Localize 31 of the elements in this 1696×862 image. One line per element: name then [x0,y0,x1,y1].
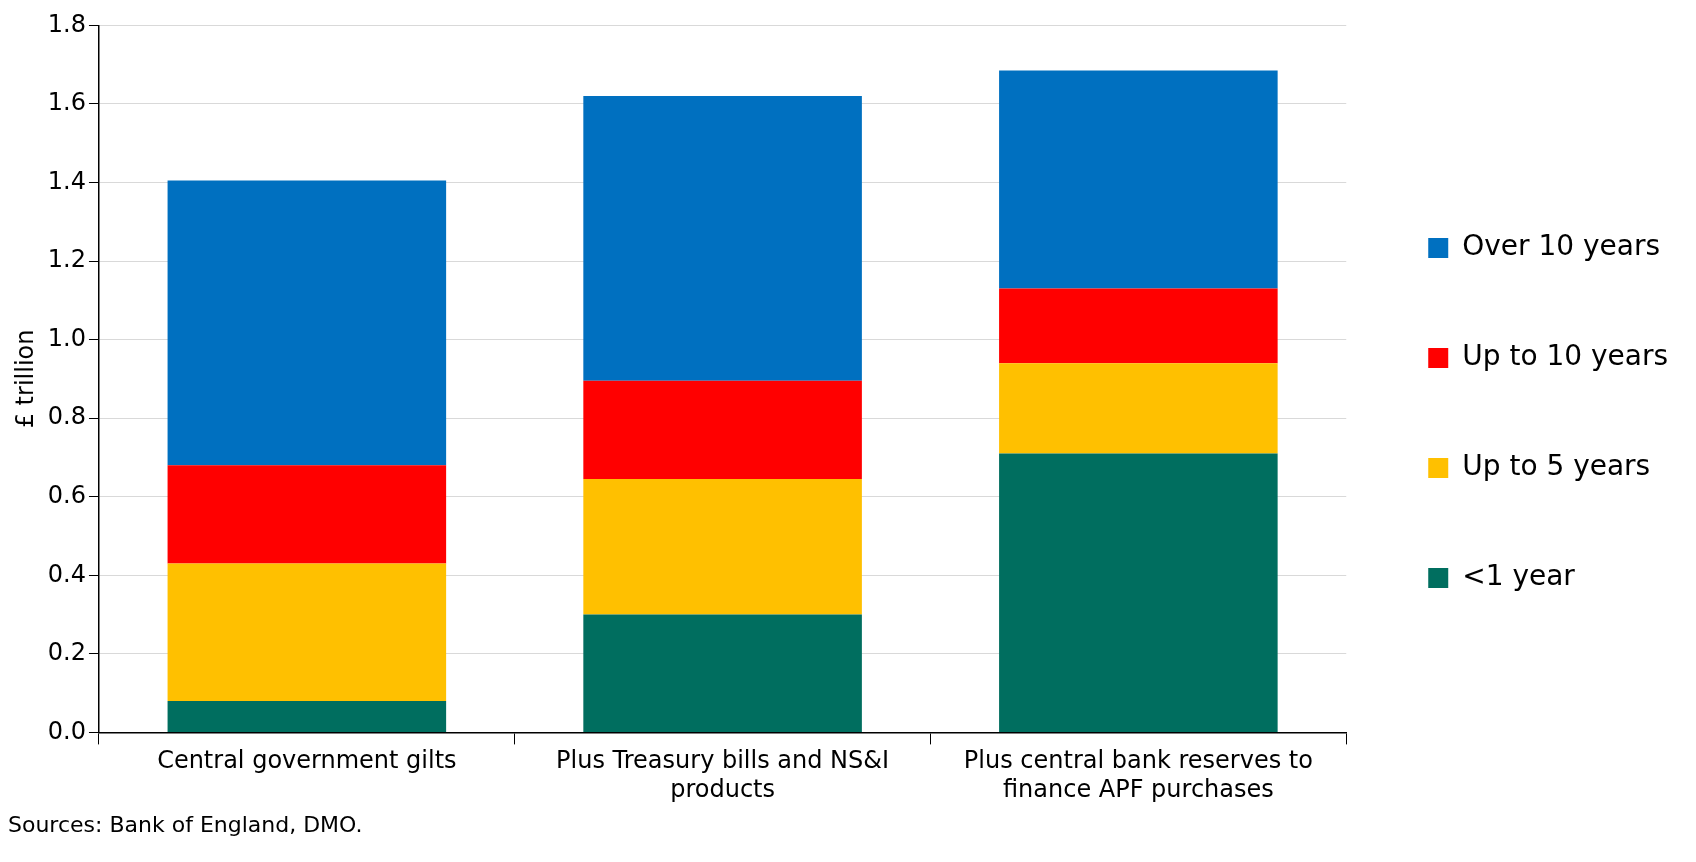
bar [999,288,1278,364]
legend-label: Up to 10 years [1462,339,1668,373]
y-tick-label: 0.8 [47,402,86,431]
x-tick-label: Plus Treasury bills and NS&I products [556,746,890,803]
y-axis-title: £ trillion [10,329,39,429]
y-tick-label: 1.0 [47,323,86,352]
bar [583,614,862,732]
bar [167,563,447,701]
y-tick-label: 0.0 [47,716,86,745]
x-tick-label: Central government gilts [157,746,457,775]
bar [583,96,862,381]
x-tick-label: Plus central bank reserves to finance APF purchases [963,746,1313,803]
legend-label: <1 year [1462,559,1576,593]
bar [167,465,447,564]
legend-label: Over 10 years [1462,229,1661,263]
bar [999,70,1278,289]
y-tick-label: 1.6 [47,88,86,117]
source-note: Sources: Bank of England, DMO. [8,812,364,837]
y-tick-label: 0.6 [47,480,86,509]
bar [583,479,862,615]
bar [999,453,1278,732]
bar [167,700,447,732]
y-tick-label: 1.8 [47,9,86,38]
y-tick-label: 1.4 [47,166,86,195]
y-tick-label: 0.4 [47,559,86,588]
y-tick-label: 1.2 [47,245,86,274]
bar [583,380,862,480]
bar [999,363,1278,454]
bar [167,180,447,466]
legend-label: Up to 5 years [1462,449,1651,483]
y-tick-label: 0.2 [47,638,86,667]
